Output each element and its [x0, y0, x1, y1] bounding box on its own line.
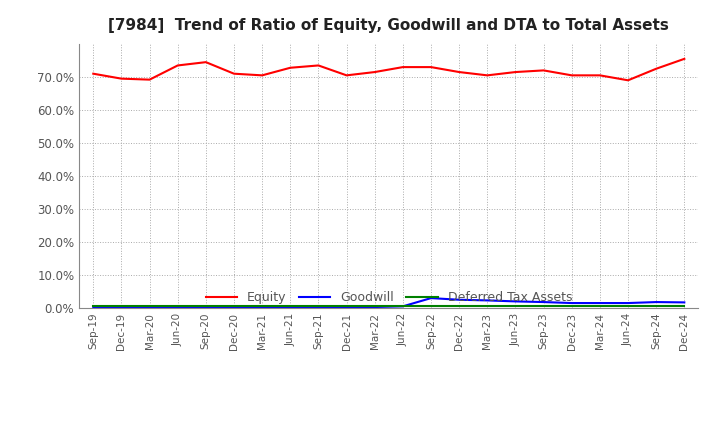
Equity [427, 64, 436, 70]
Goodwill [483, 298, 492, 303]
Equity [399, 64, 408, 70]
Deferred Tax Assets [230, 304, 238, 309]
Equity [286, 65, 294, 70]
Deferred Tax Assets [117, 304, 126, 309]
Goodwill [117, 304, 126, 310]
Deferred Tax Assets [680, 304, 688, 309]
Deferred Tax Assets [427, 304, 436, 309]
Equity [342, 73, 351, 78]
Goodwill [174, 304, 182, 310]
Goodwill [342, 304, 351, 310]
Goodwill [145, 304, 154, 310]
Goodwill [286, 304, 294, 310]
Deferred Tax Assets [624, 304, 632, 309]
Goodwill [258, 304, 266, 310]
Goodwill [230, 304, 238, 310]
Goodwill [399, 304, 408, 309]
Equity [117, 76, 126, 81]
Goodwill [539, 299, 548, 304]
Equity [483, 73, 492, 78]
Equity [455, 70, 464, 75]
Equity [174, 63, 182, 68]
Goodwill [370, 304, 379, 310]
Equity [230, 71, 238, 76]
Deferred Tax Assets [567, 304, 576, 309]
Equity [511, 70, 520, 75]
Equity [258, 73, 266, 78]
Deferred Tax Assets [286, 304, 294, 309]
Title: [7984]  Trend of Ratio of Equity, Goodwill and DTA to Total Assets: [7984] Trend of Ratio of Equity, Goodwil… [109, 18, 669, 33]
Goodwill [427, 296, 436, 301]
Equity [624, 77, 632, 83]
Deferred Tax Assets [89, 304, 98, 309]
Equity [539, 68, 548, 73]
Deferred Tax Assets [314, 304, 323, 309]
Legend: Equity, Goodwill, Deferred Tax Assets: Equity, Goodwill, Deferred Tax Assets [205, 291, 572, 304]
Equity [89, 71, 98, 76]
Deferred Tax Assets [539, 304, 548, 309]
Goodwill [455, 297, 464, 302]
Goodwill [511, 299, 520, 304]
Deferred Tax Assets [342, 304, 351, 309]
Deferred Tax Assets [202, 304, 210, 309]
Deferred Tax Assets [483, 304, 492, 309]
Equity [370, 70, 379, 75]
Deferred Tax Assets [455, 304, 464, 309]
Deferred Tax Assets [258, 304, 266, 309]
Equity [145, 77, 154, 82]
Line: Equity: Equity [94, 59, 684, 80]
Deferred Tax Assets [511, 304, 520, 309]
Goodwill [680, 300, 688, 305]
Goodwill [652, 299, 660, 304]
Line: Goodwill: Goodwill [94, 298, 684, 307]
Equity [202, 59, 210, 65]
Deferred Tax Assets [652, 304, 660, 309]
Equity [680, 56, 688, 62]
Equity [595, 73, 604, 78]
Equity [314, 63, 323, 68]
Goodwill [595, 301, 604, 306]
Goodwill [202, 304, 210, 310]
Deferred Tax Assets [174, 304, 182, 309]
Equity [652, 66, 660, 71]
Deferred Tax Assets [399, 304, 408, 309]
Deferred Tax Assets [595, 304, 604, 309]
Deferred Tax Assets [370, 304, 379, 309]
Goodwill [89, 304, 98, 310]
Equity [567, 73, 576, 78]
Goodwill [567, 301, 576, 306]
Deferred Tax Assets [145, 304, 154, 309]
Goodwill [624, 301, 632, 306]
Goodwill [314, 304, 323, 310]
